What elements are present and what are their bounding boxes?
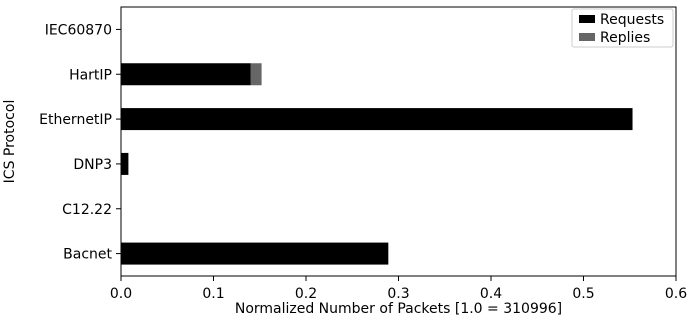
x-tick-label-5: 0.5 (572, 286, 594, 302)
x-tick-label-3: 0.3 (387, 286, 409, 302)
legend-label-replies: Replies (600, 30, 650, 46)
bar-ethernetip-requests (121, 108, 633, 131)
ticks-layer: Bacnet C12.22 DNP3 EthernetIP HartIP IEC60870… (39, 22, 687, 302)
y-tick-label-c12-22: C12.22 (62, 202, 112, 218)
y-axis-title: ICS Protocol (2, 100, 18, 184)
x-tick-label-1: 0.1 (202, 286, 224, 302)
legend-box (571, 8, 674, 48)
bars-layer (121, 63, 633, 265)
legend-swatch-requests (579, 15, 595, 23)
bar-dnp3-requests (121, 152, 129, 175)
x-tick-label-4: 0.4 (480, 286, 502, 302)
y-tick-label-bacnet: Bacnet (63, 247, 112, 263)
y-tick-label-dnp3: DNP3 (73, 157, 112, 173)
x-tick-label-6: 0.6 (665, 286, 687, 302)
y-tick-label-ethernetip: EthernetIP (39, 112, 112, 128)
bar-hartip-requests (121, 63, 251, 86)
y-tick-label-iec60870: IEC60870 (45, 22, 112, 38)
bar-bacnet-requests (121, 242, 389, 265)
x-axis-title: Normalized Number of Packets [1.0 = 3109… (235, 301, 562, 317)
x-tick-label-0: 0.0 (110, 286, 132, 302)
legend: Requests Replies (571, 8, 674, 48)
y-tick-label-hartip: HartIP (69, 67, 112, 83)
legend-swatch-replies (579, 33, 595, 41)
bar-hartip-replies (250, 63, 262, 86)
x-tick-label-2: 0.2 (295, 286, 317, 302)
legend-label-requests: Requests (600, 12, 664, 28)
